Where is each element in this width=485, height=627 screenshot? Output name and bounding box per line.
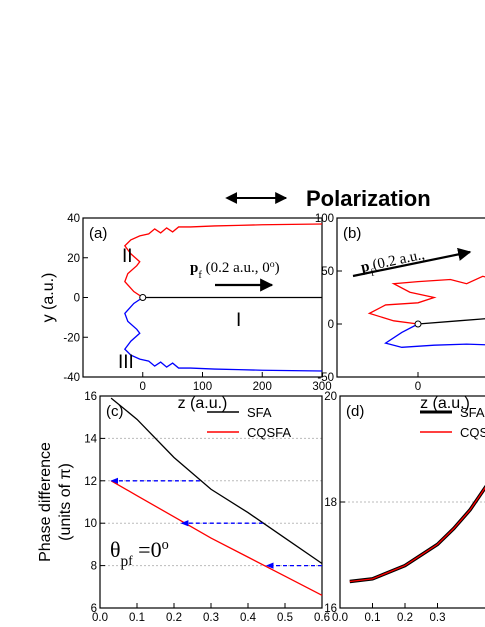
x-tick-label: 0.3 xyxy=(430,612,446,624)
label-part: III xyxy=(118,352,134,373)
series-line xyxy=(417,318,485,325)
y-tick-label: 20 xyxy=(324,391,337,403)
y-tick-label: 50 xyxy=(321,266,334,278)
y-tick-label: 16 xyxy=(324,603,337,615)
label-part: I xyxy=(236,310,241,331)
label-part: (0.2 a.u., 0 xyxy=(202,260,270,276)
y-tick-label: 16 xyxy=(84,391,97,403)
label-part: II xyxy=(122,246,133,267)
x-tick-label: 0 xyxy=(140,381,146,393)
x-tick-label: 200 xyxy=(253,381,272,393)
polarization-title: Polarization xyxy=(306,186,431,211)
x-tick-label: 0.4 xyxy=(240,612,257,624)
series-line xyxy=(110,397,323,565)
x-tick-label: 0.6 xyxy=(314,612,330,624)
y-tick-label: -40 xyxy=(63,372,80,384)
y-tick-label: 8 xyxy=(91,561,97,573)
origin-marker xyxy=(414,320,422,328)
series-line xyxy=(349,486,485,583)
momentum-arrow xyxy=(352,247,472,278)
panel-label: (a) xyxy=(89,225,107,242)
series-line xyxy=(123,296,323,372)
y-tick-label: 0 xyxy=(74,293,80,305)
x-tick-label: 300 xyxy=(312,381,331,393)
label-part: p xyxy=(190,260,198,276)
x-tick-label: 0.3 xyxy=(203,612,219,624)
series-line xyxy=(110,480,323,596)
y-tick-label: 12 xyxy=(84,476,97,488)
series-line xyxy=(123,223,323,299)
annotation: II xyxy=(122,246,133,267)
y-axis-label: y (a.u.) xyxy=(40,273,57,323)
y-tick-label: 100 xyxy=(315,213,334,225)
y-tick-label: 18 xyxy=(324,497,337,509)
label-part: =0 xyxy=(133,537,162,562)
y-tick-label: 40 xyxy=(67,213,80,225)
x-tick-label: 0 xyxy=(415,381,421,393)
annotation: θpf =0o xyxy=(110,537,169,570)
label-part: (0.2 a.u., xyxy=(371,247,426,274)
y-tick-label: 6 xyxy=(91,603,97,615)
label-part: p xyxy=(360,259,371,276)
label-part: f xyxy=(198,270,202,281)
x-tick-label: 0.1 xyxy=(129,612,145,624)
label-part: ) xyxy=(275,260,280,276)
annotation: III xyxy=(118,352,134,373)
label-part: o xyxy=(270,259,275,270)
plot-frame xyxy=(336,217,485,378)
y-tick-label: 14 xyxy=(84,433,97,445)
y-tick-label: 10 xyxy=(84,518,97,530)
x-tick-label: 0.0 xyxy=(92,612,108,624)
annotation: pf (0.2 a.u., 0o) xyxy=(190,259,280,281)
y-tick-label: 0 xyxy=(328,319,334,331)
panel-label: (b) xyxy=(343,225,361,242)
label-part: f xyxy=(128,553,133,568)
y-tick-label: -50 xyxy=(317,372,334,384)
x-tick-label: 0.1 xyxy=(365,612,381,624)
panel-label: (c) xyxy=(106,403,124,420)
x-tick-label: 0.2 xyxy=(397,612,413,624)
series-line xyxy=(349,485,485,584)
y-tick-label: -20 xyxy=(63,332,80,344)
legend-label: CQSFA xyxy=(460,425,485,440)
legend-label: SFA xyxy=(460,405,485,420)
annotation: I xyxy=(236,310,241,331)
legend-label: SFA xyxy=(247,405,272,420)
x-tick-label: 0.5 xyxy=(277,612,293,624)
x-axis-label: z (a.u.) xyxy=(178,395,228,412)
x-tick-label: 0.0 xyxy=(332,612,348,624)
label-part: o xyxy=(162,537,169,553)
label-part: p xyxy=(121,553,129,570)
panel-label: (d) xyxy=(346,403,364,420)
x-tick-label: 0.2 xyxy=(166,612,182,624)
y-tick-label: 20 xyxy=(67,253,80,265)
x-tick-label: 100 xyxy=(193,381,212,393)
series-line xyxy=(384,323,485,348)
label-part: θ xyxy=(110,537,121,562)
y-axis-label: (units of π) xyxy=(57,463,74,541)
legend-label: CQSFA xyxy=(247,425,291,440)
origin-marker xyxy=(139,294,147,301)
y-axis-label: Phase difference xyxy=(37,442,54,562)
x-axis-label: z (a.u.) xyxy=(420,395,470,412)
series-line xyxy=(367,275,485,325)
